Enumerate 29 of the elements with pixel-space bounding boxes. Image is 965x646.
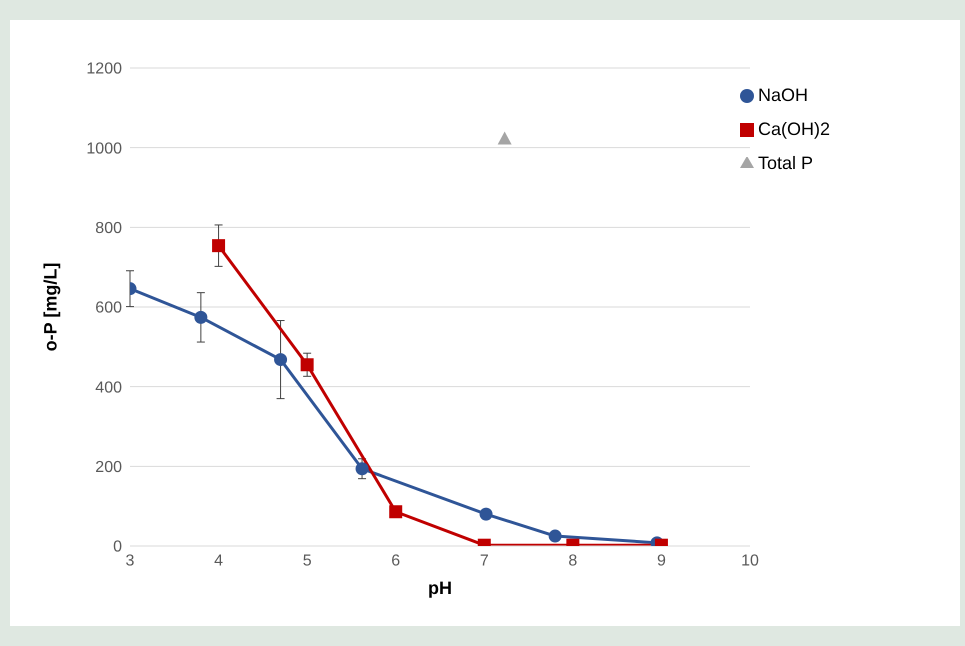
- x-tick-label: 4: [214, 552, 224, 570]
- x-tick-label: 10: [741, 552, 759, 570]
- y-tick-label: 800: [95, 220, 122, 238]
- y-tick-label: 600: [95, 300, 122, 317]
- y-tick-label: 400: [95, 379, 122, 396]
- y-tick-label: 1000: [86, 140, 122, 158]
- point: [212, 239, 226, 252]
- point: [194, 310, 208, 324]
- y-axis-title: o-P [mg/L]: [40, 262, 60, 352]
- point: [300, 358, 314, 372]
- x-tick-label: 6: [391, 552, 400, 570]
- y-tick-label: 1200: [86, 60, 122, 78]
- legend-label: Ca(OH)2: [758, 119, 830, 139]
- point: [389, 505, 402, 518]
- x-tick-label: 3: [126, 552, 135, 570]
- x-axis-title: pH: [428, 578, 452, 598]
- x-tick-label: 7: [480, 552, 489, 570]
- legend-label: Total P: [758, 153, 814, 173]
- point: [356, 462, 369, 476]
- y-tick-label: 200: [95, 459, 122, 476]
- x-tick-label: 8: [568, 552, 578, 570]
- point: [548, 530, 562, 543]
- legend-label: NaOH: [758, 85, 808, 105]
- point: [274, 353, 288, 366]
- point: [480, 508, 493, 521]
- y-tick-label: 0: [113, 538, 122, 556]
- x-tick-label: 5: [302, 552, 312, 570]
- x-tick-label: 9: [656, 552, 666, 570]
- point: [498, 132, 512, 145]
